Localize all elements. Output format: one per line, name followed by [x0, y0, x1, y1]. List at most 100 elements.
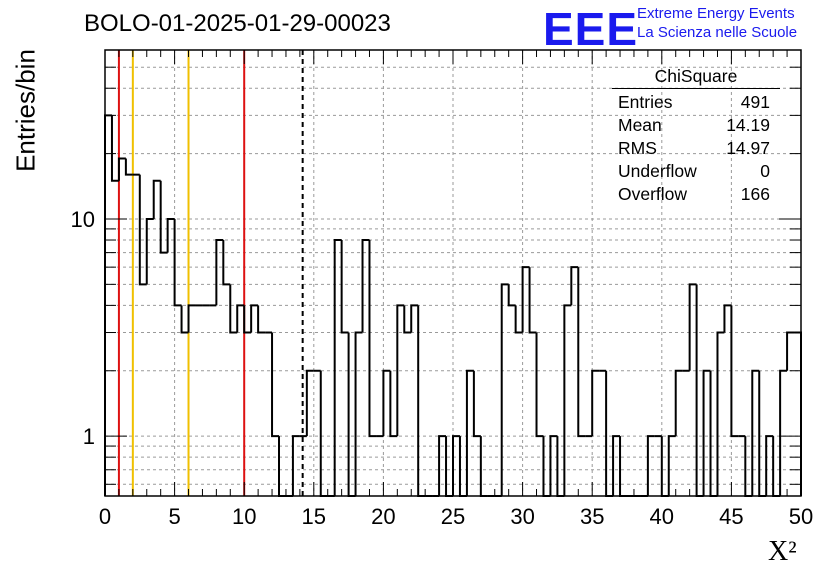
histogram-bin — [291, 435, 300, 496]
x-tick-label: 35 — [580, 504, 604, 529]
histogram-bin — [591, 369, 600, 437]
x-tick-label: 50 — [789, 504, 813, 529]
histogram-bin — [674, 369, 683, 437]
x-tick-label: 20 — [371, 504, 395, 529]
histogram-bin — [368, 240, 377, 438]
histogram-bin — [333, 239, 342, 496]
x-tick-label: 10 — [232, 504, 256, 529]
histogram-bin — [452, 435, 460, 496]
histogram-bin — [465, 369, 474, 496]
eee-logo: EEE — [543, 3, 639, 55]
histogram-bin — [758, 370, 767, 497]
histogram-bin — [417, 305, 426, 497]
stats-title: ChiSquare — [612, 66, 780, 89]
chart-title: BOLO-01-2025-01-29-00023 — [84, 10, 391, 37]
stats-label: Overflow — [618, 184, 688, 204]
histogram-bin — [535, 332, 544, 438]
y-tick-label: 10 — [71, 207, 95, 232]
histogram-bin — [744, 436, 753, 497]
histogram-bin — [619, 436, 627, 497]
histogram-bin — [612, 435, 621, 496]
histogram-bin — [528, 267, 537, 334]
histogram-bin — [257, 305, 266, 334]
histogram-bin — [794, 331, 802, 496]
x-tick-label: 5 — [168, 504, 180, 529]
histogram-bin — [458, 436, 467, 497]
histogram-bin — [361, 239, 370, 333]
histogram-bin — [138, 174, 147, 286]
histogram-bin — [688, 283, 697, 371]
logo-line-1: Extreme Energy Events — [637, 5, 795, 22]
stats-box: ChiSquare Entries 491 Mean 14.19 RMS 14.97 … — [612, 66, 780, 206]
stats-row: Entries 491 — [612, 91, 780, 114]
histogram-bin — [403, 305, 412, 334]
histogram-bin — [751, 369, 760, 496]
stats-label: Underflow — [618, 161, 697, 181]
histogram-bin — [577, 267, 586, 438]
stats-value: 14.19 — [726, 115, 770, 135]
histogram-bin — [472, 370, 481, 438]
stats-row: Mean 14.19 — [612, 114, 780, 137]
x-tick-label: 40 — [650, 504, 674, 529]
histogram-bin — [215, 239, 224, 306]
x-tick-label: 0 — [99, 504, 111, 529]
histogram-bin — [319, 370, 328, 497]
histogram-bin — [159, 180, 168, 254]
x-tick-label: 25 — [441, 504, 465, 529]
histogram-bin — [507, 284, 516, 307]
histogram-bin — [779, 369, 788, 496]
histogram-bin — [660, 436, 669, 497]
histogram-bin — [702, 369, 711, 496]
histogram-bin — [110, 115, 119, 182]
histogram-bin — [354, 331, 363, 496]
histogram-bin — [173, 218, 182, 307]
histogram-bin — [514, 305, 523, 334]
histogram-bin — [521, 266, 530, 333]
x-tick-label: 30 — [510, 504, 534, 529]
histogram-bin — [145, 217, 154, 285]
histogram-bin — [271, 332, 279, 438]
x-axis-label: X² — [768, 536, 797, 567]
histogram-bin — [716, 331, 725, 496]
histogram-bin — [305, 369, 314, 437]
stats-row: Underflow 0 — [612, 160, 780, 183]
histogram-bin — [229, 284, 238, 334]
histogram-bin — [250, 304, 259, 333]
stats-label: Mean — [618, 115, 662, 135]
histogram-bin — [709, 370, 718, 497]
histogram-bin — [556, 436, 565, 497]
x-tick-label: 15 — [302, 504, 326, 529]
stats-value: 166 — [740, 184, 770, 204]
histogram-bin — [222, 240, 231, 286]
y-axis-label: Entries/bin — [10, 49, 41, 172]
histogram-bin — [347, 332, 356, 497]
histogram-bin — [605, 370, 614, 497]
histogram-bin — [479, 436, 488, 497]
histogram-bin — [542, 436, 551, 497]
x-tick-label: 45 — [719, 504, 743, 529]
histogram-bin — [765, 435, 774, 496]
stats-row: RMS 14.97 — [612, 137, 780, 160]
stats-value: 491 — [740, 92, 770, 112]
stats-label: RMS — [618, 138, 657, 158]
histogram-bin — [152, 179, 161, 219]
histogram-bin — [236, 304, 245, 333]
stats-label: Entries — [618, 92, 673, 112]
histogram-bin — [166, 217, 175, 253]
y-tick-label: 1 — [83, 424, 95, 449]
histogram-bin — [438, 435, 447, 496]
histogram-bin — [180, 305, 189, 334]
histogram-bin — [382, 369, 391, 437]
histogram-bin — [500, 283, 509, 496]
histogram-bin — [445, 436, 453, 497]
stats-row: Overflow 166 — [612, 183, 780, 206]
logo-line-2: La Scienza nelle Scuole — [637, 24, 798, 41]
histogram-bin — [243, 305, 252, 334]
stats-value: 14.97 — [726, 138, 770, 158]
histogram-bin — [646, 435, 655, 496]
histogram-bin — [563, 304, 572, 496]
histogram-bin — [124, 158, 133, 176]
histogram-bin — [667, 435, 676, 496]
histogram-bin — [410, 304, 419, 333]
